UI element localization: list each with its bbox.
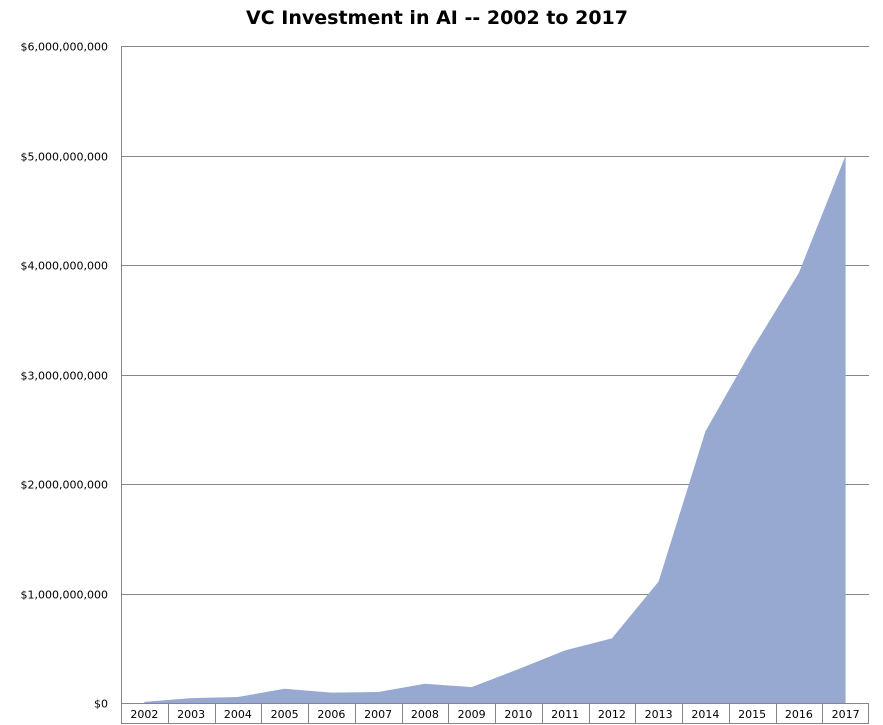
chart-title: VC Investment in AI -- 2002 to 2017 bbox=[246, 7, 628, 29]
y-tick-label: $2,000,000,000 bbox=[21, 479, 108, 492]
x-tick-label: 2015 bbox=[738, 708, 766, 721]
x-tick-label: 2009 bbox=[458, 708, 486, 721]
x-tick-label: 2007 bbox=[364, 708, 392, 721]
x-tick-label: 2004 bbox=[224, 708, 252, 721]
y-tick-label: $5,000,000,000 bbox=[21, 151, 108, 164]
x-tick-label: 2008 bbox=[411, 708, 439, 721]
x-tick-label: 2011 bbox=[551, 708, 579, 721]
area-fill bbox=[144, 155, 846, 703]
y-tick-label: $3,000,000,000 bbox=[21, 370, 108, 383]
x-tick-label: 2003 bbox=[177, 708, 205, 721]
x-tick-label: 2016 bbox=[785, 708, 813, 721]
area-series bbox=[144, 155, 846, 703]
x-tick-label: 2014 bbox=[691, 708, 719, 721]
x-tick-label: 2006 bbox=[317, 708, 345, 721]
y-tick-label: $0 bbox=[94, 698, 108, 711]
x-tick-label: 2012 bbox=[598, 708, 626, 721]
x-tick-label: 2013 bbox=[645, 708, 673, 721]
x-tick-label: 2005 bbox=[271, 708, 299, 721]
x-tick-label: 2010 bbox=[504, 708, 532, 721]
x-axis-tick-labels: 2002 2003 2004 2005 2006 2007 2008 2009 2010 2011… bbox=[130, 708, 859, 721]
axes bbox=[121, 46, 869, 724]
y-tick-label: $4,000,000,000 bbox=[21, 260, 108, 273]
x-tick-label: 2002 bbox=[130, 708, 158, 721]
x-tick-label: 2017 bbox=[832, 708, 860, 721]
y-tick-label: $6,000,000,000 bbox=[21, 41, 108, 54]
y-axis-tick-labels: $0 $1,000,000,000 $2,000,000,000 $3,000,000… bbox=[21, 41, 108, 711]
y-tick-label: $1,000,000,000 bbox=[21, 589, 108, 602]
